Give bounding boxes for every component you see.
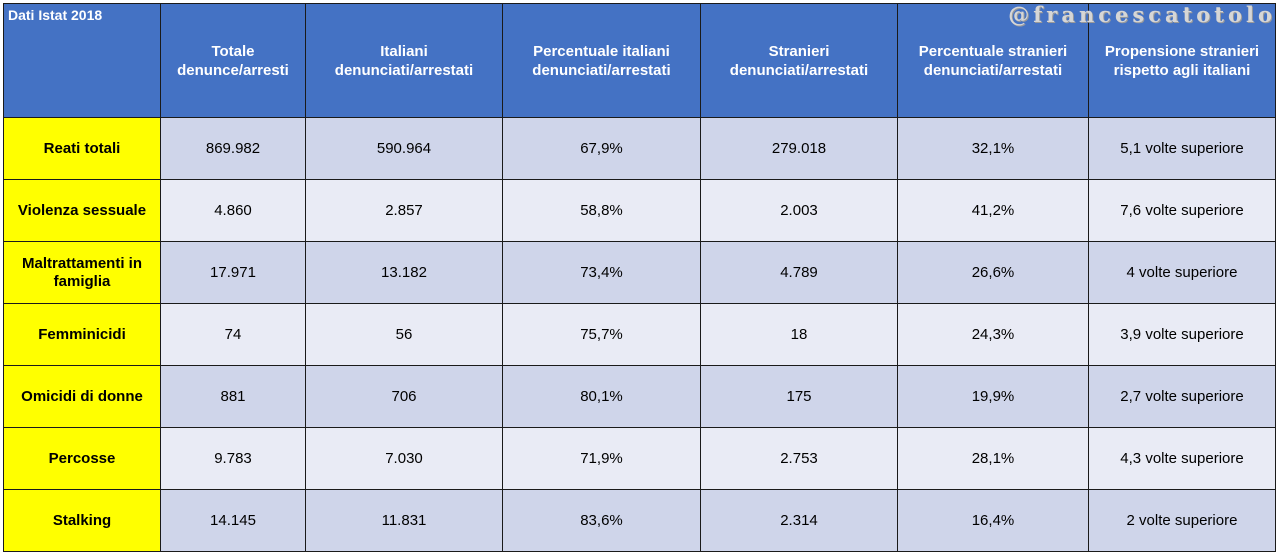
cell-propensione: 4,3 volte superiore <box>1088 427 1276 490</box>
cell-perc-stranieri: 32,1% <box>897 117 1089 180</box>
cell-italiani: 13.182 <box>305 241 503 304</box>
table-row: Percosse 9.783 7.030 71,9% 2.753 28,1% 4… <box>3 427 1276 490</box>
cell-stranieri: 279.018 <box>700 117 898 180</box>
row-label: Reati totali <box>3 117 161 180</box>
cell-stranieri: 2.314 <box>700 489 898 552</box>
cell-totale: 881 <box>160 365 306 428</box>
header-stranieri: Stranieri denunciati/arrestati <box>700 3 898 118</box>
header-propensione: Propensione stranieri rispetto agli itali… <box>1088 3 1276 118</box>
cell-totale: 14.145 <box>160 489 306 552</box>
cell-perc-stranieri: 28,1% <box>897 427 1089 490</box>
cell-propensione: 3,9 volte superiore <box>1088 303 1276 366</box>
cell-totale: 9.783 <box>160 427 306 490</box>
cell-stranieri: 18 <box>700 303 898 366</box>
cell-stranieri: 4.789 <box>700 241 898 304</box>
istat-data-table: Dati Istat 2018 Totale denunce/arresti It… <box>3 3 1276 552</box>
row-label: Stalking <box>3 489 161 552</box>
cell-perc-italiani: 75,7% <box>502 303 701 366</box>
header-row: Dati Istat 2018 Totale denunce/arresti It… <box>3 3 1276 118</box>
table-row: Reati totali 869.982 590.964 67,9% 279.0… <box>3 117 1276 180</box>
row-label: Maltrattamenti in famiglia <box>3 241 161 304</box>
table-row: Violenza sessuale 4.860 2.857 58,8% 2.00… <box>3 179 1276 242</box>
cell-perc-italiani: 67,9% <box>502 117 701 180</box>
header-italiani: Italiani denunciati/arrestati <box>305 3 503 118</box>
row-label: Violenza sessuale <box>3 179 161 242</box>
cell-perc-stranieri: 24,3% <box>897 303 1089 366</box>
header-perc-stranieri: Percentuale stranieri denunciati/arrestat… <box>897 3 1089 118</box>
table-title: Dati Istat 2018 <box>3 3 161 118</box>
cell-italiani: 590.964 <box>305 117 503 180</box>
watermark-text: @francescatotolo <box>1008 2 1276 27</box>
cell-totale: 74 <box>160 303 306 366</box>
cell-perc-italiani: 58,8% <box>502 179 701 242</box>
cell-italiani: 706 <box>305 365 503 428</box>
row-label: Femminicidi <box>3 303 161 366</box>
cell-perc-italiani: 71,9% <box>502 427 701 490</box>
header-totale: Totale denunce/arresti <box>160 3 306 118</box>
cell-perc-italiani: 83,6% <box>502 489 701 552</box>
cell-italiani: 2.857 <box>305 179 503 242</box>
row-label: Percosse <box>3 427 161 490</box>
cell-italiani: 11.831 <box>305 489 503 552</box>
cell-propensione: 2,7 volte superiore <box>1088 365 1276 428</box>
header-perc-italiani: Percentuale italiani denunciati/arrestati <box>502 3 701 118</box>
cell-perc-stranieri: 19,9% <box>897 365 1089 428</box>
cell-perc-stranieri: 41,2% <box>897 179 1089 242</box>
cell-propensione: 2 volte superiore <box>1088 489 1276 552</box>
cell-totale: 869.982 <box>160 117 306 180</box>
cell-perc-stranieri: 16,4% <box>897 489 1089 552</box>
cell-propensione: 5,1 volte superiore <box>1088 117 1276 180</box>
table-row: Maltrattamenti in famiglia 17.971 13.182 … <box>3 241 1276 304</box>
row-label: Omicidi di donne <box>3 365 161 428</box>
table-row: Omicidi di donne 881 706 80,1% 175 19,9%… <box>3 365 1276 428</box>
table-row: Stalking 14.145 11.831 83,6% 2.314 16,4%… <box>3 489 1276 552</box>
table-row: Femminicidi 74 56 75,7% 18 24,3% 3,9 vol… <box>3 303 1276 366</box>
cell-perc-italiani: 73,4% <box>502 241 701 304</box>
cell-propensione: 7,6 volte superiore <box>1088 179 1276 242</box>
cell-perc-stranieri: 26,6% <box>897 241 1089 304</box>
cell-stranieri: 2.753 <box>700 427 898 490</box>
cell-totale: 17.971 <box>160 241 306 304</box>
cell-stranieri: 175 <box>700 365 898 428</box>
cell-totale: 4.860 <box>160 179 306 242</box>
cell-propensione: 4 volte superiore <box>1088 241 1276 304</box>
cell-italiani: 7.030 <box>305 427 503 490</box>
cell-italiani: 56 <box>305 303 503 366</box>
cell-stranieri: 2.003 <box>700 179 898 242</box>
cell-perc-italiani: 80,1% <box>502 365 701 428</box>
